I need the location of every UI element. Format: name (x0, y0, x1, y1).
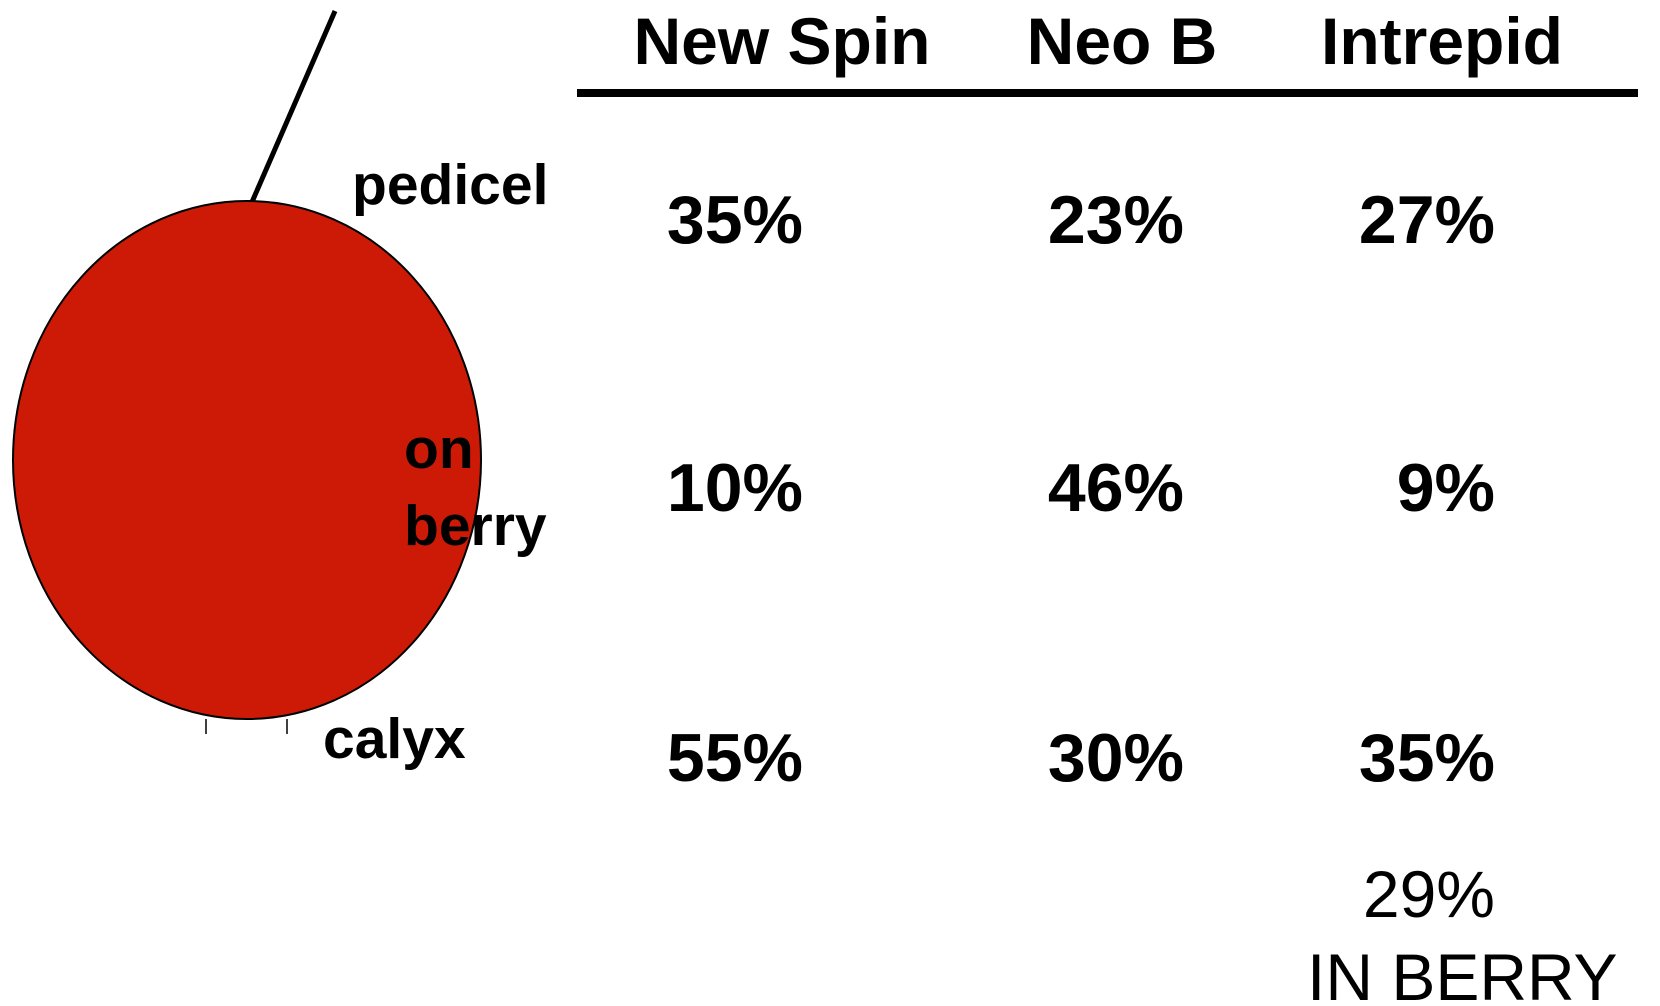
column-header: Neo B (1027, 4, 1218, 78)
cell-value: 9% (1397, 450, 1495, 526)
cell-value: 35% (667, 182, 803, 258)
row-label: calyx (323, 707, 466, 771)
column-header: Intrepid (1321, 4, 1563, 78)
cell-value: 27% (1359, 182, 1495, 258)
cell-value: 35% (1359, 720, 1495, 796)
row-label: pedicel (352, 153, 548, 217)
column-header: New Spin (633, 4, 930, 78)
cell-value: 30% (1048, 720, 1184, 796)
cell-value: 46% (1048, 450, 1184, 526)
row-label: berry (404, 494, 547, 558)
table: New Spin Neo B Intrepid pedicel 35% 23% 27% on b… (323, 4, 1618, 1006)
cell-value: 10% (667, 450, 803, 526)
pedicel-stem (249, 10, 338, 203)
row-label: on (404, 417, 474, 481)
cell-value: 23% (1048, 182, 1184, 258)
cell-value: 55% (667, 720, 803, 796)
note-value: 29% (1363, 857, 1495, 931)
note-label: IN BERRY (1307, 940, 1618, 1006)
berry (12, 200, 482, 720)
